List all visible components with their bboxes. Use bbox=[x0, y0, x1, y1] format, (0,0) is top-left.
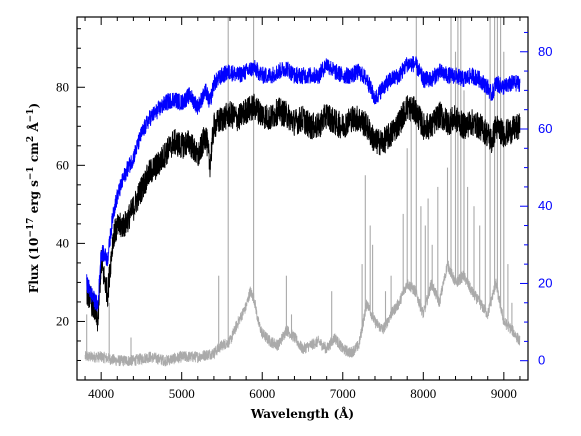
right-tick-label: 60 bbox=[538, 121, 552, 136]
x-tick-label: 4000 bbox=[88, 386, 114, 401]
black-flux-series bbox=[86, 93, 521, 332]
left-tick-label: 60 bbox=[56, 157, 69, 172]
series-layer bbox=[84, 17, 521, 367]
left-axis-ticks: 20 40 60 80 bbox=[56, 28, 85, 361]
x-tick-label: 7000 bbox=[330, 386, 356, 401]
x-axis-ticks: 4000 5000 6000 7000 8000 9000 bbox=[84, 17, 521, 401]
right-tick-label: 20 bbox=[538, 275, 552, 290]
right-tick-label: 0 bbox=[538, 353, 545, 368]
right-tick-label: 40 bbox=[538, 198, 552, 213]
right-tick-label: 80 bbox=[538, 44, 552, 59]
y-axis-title: Flux (10−17 erg s−1 cm2 Å−1) bbox=[26, 103, 41, 293]
x-tick-label: 5000 bbox=[169, 386, 195, 401]
x-axis-title: Wavelength (Å) bbox=[250, 406, 354, 421]
x-tick-label: 8000 bbox=[410, 386, 436, 401]
x-tick-label: 9000 bbox=[491, 386, 517, 401]
left-tick-label: 40 bbox=[56, 235, 69, 250]
right-axis-ticks: 0 20 40 60 80 bbox=[520, 31, 552, 368]
gray-sky-series bbox=[84, 260, 521, 367]
x-tick-label: 6000 bbox=[249, 386, 275, 401]
blue-flux-series bbox=[86, 55, 521, 312]
plot-frame bbox=[76, 16, 529, 381]
left-tick-label: 80 bbox=[56, 79, 69, 94]
left-tick-label: 20 bbox=[56, 313, 69, 328]
